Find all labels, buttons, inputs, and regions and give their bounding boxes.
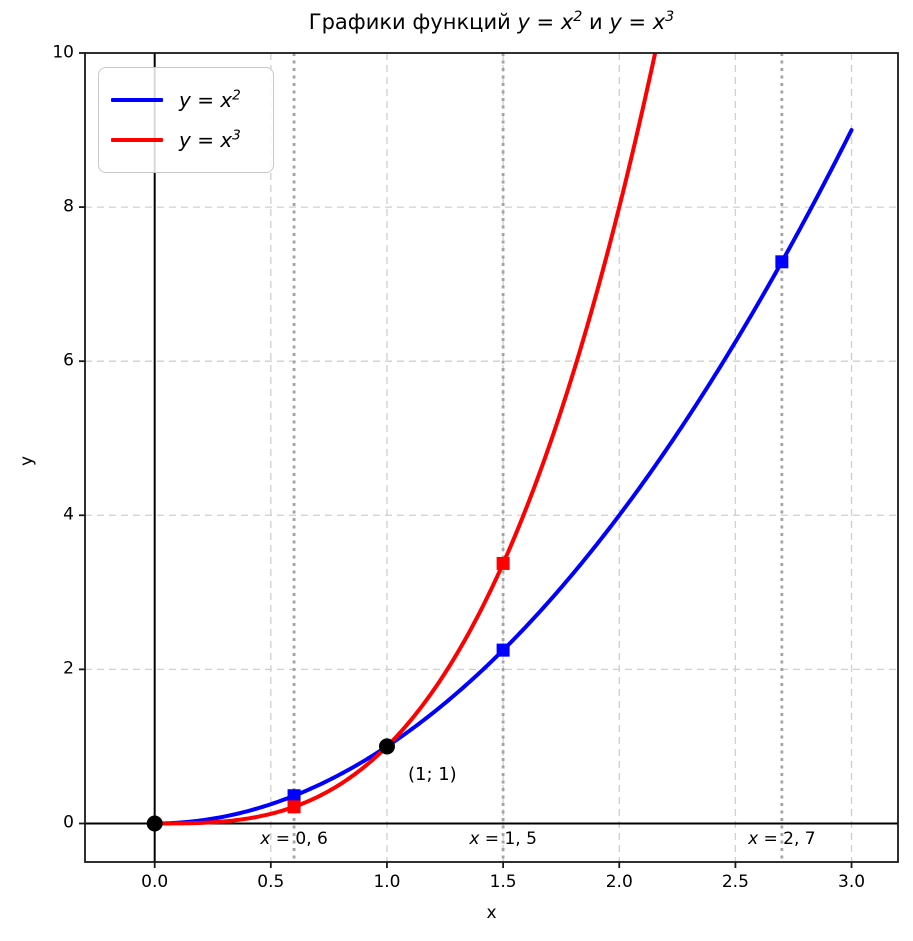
x-tick-label: 1.5 <box>489 872 517 892</box>
plot-border <box>84 52 899 863</box>
x-tick-label: 2.5 <box>721 872 749 892</box>
vline-label: x = 0, 6 <box>260 829 328 849</box>
title-middle: и <box>582 10 610 34</box>
legend-item-y-x2: y = x2 <box>111 88 261 112</box>
y-tick-label: 10 <box>52 42 74 63</box>
legend-label-y-x3: y = x3 <box>179 127 241 152</box>
y-tick-label: 2 <box>63 658 74 679</box>
vline-label: x = 1, 5 <box>469 829 537 849</box>
x-tick-label: 3.0 <box>838 872 866 892</box>
marker-square <box>287 789 301 803</box>
chart-title: Графики функций y = x2 и y = x3 <box>85 10 898 34</box>
title-equation-2: y = x3 <box>609 9 675 34</box>
y-tick-label: 6 <box>63 350 74 371</box>
x-tick-label: 1.0 <box>373 872 401 892</box>
title-prefix: Графики функций <box>308 10 518 34</box>
y-axis-label: y <box>17 455 38 467</box>
x-axis-label: x <box>486 903 497 923</box>
point-annotation: (1; 1) <box>407 764 457 786</box>
marker-square <box>775 255 789 269</box>
curve-yx <box>152 53 658 826</box>
x-tick-label: 0.5 <box>257 872 285 892</box>
vline-label: x = 2, 7 <box>748 829 816 849</box>
marker-dot <box>378 738 395 755</box>
legend-item-y-x3: y = x3 <box>111 128 261 152</box>
x-tick-label: 0.0 <box>141 872 169 892</box>
legend: y = x2 y = x3 <box>98 67 274 173</box>
y-tick-label: 4 <box>63 504 74 525</box>
marker-dot <box>146 815 163 832</box>
legend-label-y-x2: y = x2 <box>179 87 241 112</box>
marker-square <box>287 800 301 814</box>
marker-square <box>496 643 510 657</box>
legend-swatch-red <box>111 138 163 142</box>
y-tick-label: 0 <box>63 812 74 833</box>
marker-square <box>496 556 510 570</box>
x-tick-label: 2.0 <box>605 872 633 892</box>
y-tick-label: 8 <box>63 196 74 217</box>
title-equation-1: y = x2 <box>517 9 583 34</box>
legend-swatch-blue <box>111 98 163 102</box>
